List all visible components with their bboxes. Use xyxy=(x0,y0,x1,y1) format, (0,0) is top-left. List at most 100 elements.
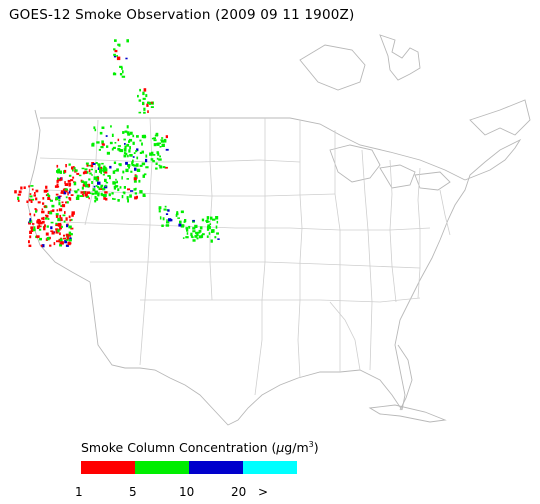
smoke-pixel xyxy=(28,240,30,244)
smoke-pixel xyxy=(55,196,59,201)
smoke-pixel xyxy=(211,230,215,233)
smoke-pixel xyxy=(139,151,142,154)
smoke-pixel xyxy=(209,223,212,225)
maritimes xyxy=(469,99,531,136)
smoke-pixel xyxy=(30,198,35,201)
smoke-pixel xyxy=(126,196,129,200)
smoke-pixel xyxy=(68,238,72,242)
smoke-pixel xyxy=(152,160,155,163)
smoke-pixel xyxy=(38,228,42,231)
smoke-pixel xyxy=(104,171,108,174)
smoke-pixel xyxy=(135,150,138,153)
smoke-pixel xyxy=(88,178,91,181)
smoke-pixel xyxy=(113,48,116,51)
smoke-pixel xyxy=(138,111,142,114)
smoke-pixel xyxy=(35,189,39,193)
smoke-pixel xyxy=(41,221,45,224)
smoke-pixel xyxy=(180,224,185,228)
smoke-pixel xyxy=(121,67,123,70)
smoke-pixel xyxy=(179,220,182,224)
smoke-pixel xyxy=(158,142,161,145)
smoke-pixel xyxy=(36,220,40,224)
smoke-pixel xyxy=(29,193,32,195)
smoke-pixel xyxy=(109,141,113,145)
smoke-pixel xyxy=(96,175,99,179)
smoke-pixel xyxy=(30,199,33,203)
smoke-pixel xyxy=(136,135,139,138)
legend-tick-5: 5 xyxy=(129,485,137,499)
smoke-pixel xyxy=(117,138,120,142)
smoke-pixel xyxy=(70,218,73,221)
smoke-pixel xyxy=(50,199,53,202)
smoke-pixel xyxy=(176,212,179,216)
smoke-pixel xyxy=(106,145,109,148)
legend-swatch-20-plus xyxy=(243,461,297,474)
smoke-pixel xyxy=(55,213,59,216)
smoke-pixel xyxy=(143,88,147,92)
smoke-pixel xyxy=(132,141,135,145)
smoke-pixel xyxy=(96,141,100,144)
smoke-pixel xyxy=(153,137,156,140)
smoke-pixel xyxy=(184,219,187,223)
smoke-pixel xyxy=(73,181,77,186)
smoke-pixel xyxy=(117,199,120,202)
smoke-pixel xyxy=(94,190,98,194)
smoke-pixel xyxy=(156,151,159,155)
smoke-pixel xyxy=(68,190,71,194)
smoke-pixel xyxy=(130,170,133,173)
smoke-pixel xyxy=(125,161,128,165)
smoke-pixel xyxy=(150,158,154,161)
smoke-pixel xyxy=(103,165,106,168)
smoke-pixel xyxy=(139,190,143,194)
smoke-pixel xyxy=(192,227,196,230)
smoke-pixel xyxy=(95,185,98,187)
smoke-pixel xyxy=(33,226,36,230)
smoke-pixel xyxy=(30,226,34,230)
smoke-pixel xyxy=(128,140,131,143)
smoke-pixel xyxy=(123,191,126,195)
smoke-pixel xyxy=(112,197,114,200)
smoke-pixel xyxy=(156,143,158,145)
legend-tick-10: 10 xyxy=(179,485,195,499)
legend-tick-20: 20 xyxy=(231,485,247,499)
smoke-pixel xyxy=(147,110,149,113)
smoke-pixel xyxy=(76,172,80,175)
smoke-pixel xyxy=(47,218,50,220)
smoke-pixel xyxy=(69,237,72,240)
smoke-pixel xyxy=(177,217,180,219)
smoke-pixel xyxy=(29,195,33,198)
smoke-pixel xyxy=(123,148,127,152)
smoke-pixel xyxy=(45,185,48,189)
smoke-pixel xyxy=(127,188,131,191)
smoke-pixel xyxy=(81,180,85,183)
smoke-pixel xyxy=(132,159,134,163)
smoke-pixel xyxy=(114,49,118,53)
map-title: GOES-12 Smoke Observation (2009 09 11 19… xyxy=(9,7,355,23)
smoke-pixel xyxy=(65,244,69,247)
smoke-pixel xyxy=(58,202,61,206)
smoke-pixel xyxy=(197,231,201,234)
smoke-pixel xyxy=(142,101,145,105)
smoke-pixel xyxy=(49,211,53,215)
smoke-pixel xyxy=(81,186,84,190)
smoke-pixel xyxy=(99,188,102,190)
smoke-pixel xyxy=(161,143,165,147)
smoke-pixel xyxy=(139,164,143,167)
smoke-pixel xyxy=(158,210,161,213)
smoke-pixel xyxy=(86,171,89,174)
smoke-pixel xyxy=(136,168,141,172)
smoke-pixel xyxy=(100,146,104,149)
smoke-pixel xyxy=(69,188,72,191)
smoke-pixel xyxy=(47,197,50,200)
smoke-pixel xyxy=(122,70,124,74)
smoke-pixel xyxy=(169,219,173,222)
smoke-pixel xyxy=(134,175,138,179)
smoke-pixel xyxy=(119,65,123,68)
smoke-pixel xyxy=(99,131,103,135)
smoke-pixel xyxy=(94,199,97,203)
smoke-pixel xyxy=(51,231,55,235)
smoke-pixel xyxy=(74,169,78,172)
smoke-pixel xyxy=(92,142,95,146)
smoke-pixel xyxy=(78,174,82,177)
